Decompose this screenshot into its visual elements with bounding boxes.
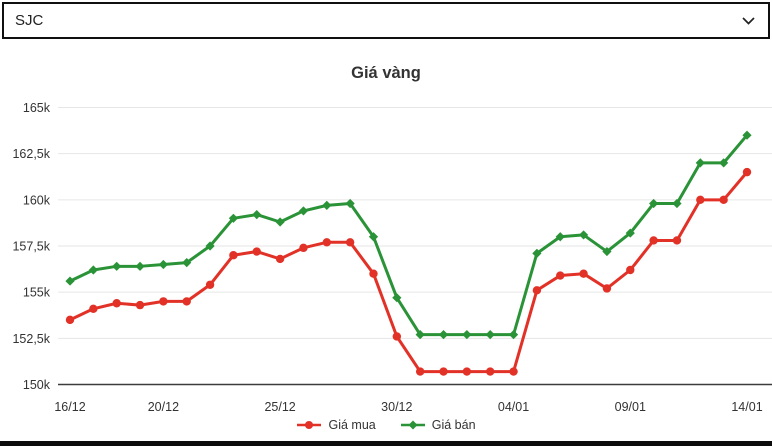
- data-point[interactable]: [298, 206, 309, 216]
- x-tick-label: 14/01: [731, 400, 762, 414]
- data-point[interactable]: [135, 300, 145, 310]
- data-point[interactable]: [275, 217, 285, 227]
- data-point[interactable]: [368, 232, 379, 242]
- plot-area: 150k 152,5k 155k 157,5k 160k 162,5k 165k 16/12 2…: [12, 101, 772, 414]
- data-point[interactable]: [205, 241, 215, 251]
- y-tick-label: 165k: [23, 101, 51, 115]
- legend-item-gia-mua[interactable]: Giá mua: [296, 418, 376, 432]
- x-tick-label: 04/01: [498, 400, 529, 414]
- circle-marker-icon: [297, 421, 322, 429]
- data-point[interactable]: [672, 236, 682, 245]
- data-point[interactable]: [88, 265, 98, 275]
- data-point[interactable]: [228, 213, 239, 223]
- data-point[interactable]: [696, 195, 705, 205]
- y-tick-label: 155k: [23, 286, 51, 300]
- gold-type-select-wrap: SJC: [2, 2, 770, 39]
- series-line: [68, 133, 749, 337]
- chart-legend: Giá mua Giá bán: [0, 418, 772, 432]
- data-point[interactable]: [392, 293, 402, 303]
- series-line: [68, 170, 749, 374]
- diamond-marker-icon: [400, 420, 425, 430]
- data-point[interactable]: [299, 243, 308, 253]
- data-point[interactable]: [65, 315, 75, 325]
- y-tick-label: 157,5k: [12, 240, 50, 254]
- data-point[interactable]: [392, 332, 402, 341]
- x-tick-label: 25/12: [264, 400, 295, 414]
- data-point[interactable]: [252, 210, 262, 220]
- y-axis-labels: 150k 152,5k 155k 157,5k 160k 162,5k 165k: [12, 101, 50, 392]
- y-tick-label: 152,5k: [12, 332, 50, 346]
- data-point[interactable]: [719, 195, 728, 205]
- data-point[interactable]: [112, 299, 121, 308]
- data-point[interactable]: [602, 284, 612, 293]
- gold-type-select[interactable]: SJC: [2, 2, 770, 39]
- legend-label: Giá bán: [431, 418, 476, 432]
- data-point[interactable]: [322, 200, 332, 210]
- legend-label: Giá mua: [328, 418, 376, 432]
- data-point[interactable]: [205, 280, 215, 289]
- data-point[interactable]: [532, 248, 542, 258]
- data-point[interactable]: [672, 198, 682, 209]
- data-point[interactable]: [65, 276, 75, 286]
- data-point[interactable]: [159, 297, 168, 306]
- bottom-bar: [0, 441, 772, 446]
- data-point[interactable]: [602, 246, 612, 257]
- y-tick-label: 150k: [23, 378, 51, 392]
- data-point[interactable]: [112, 261, 122, 271]
- data-point[interactable]: [182, 297, 191, 306]
- x-tick-label: 20/12: [148, 400, 179, 414]
- legend-item-gia-ban[interactable]: Giá bán: [400, 418, 476, 432]
- chart-title: Giá vàng: [351, 64, 421, 82]
- data-point[interactable]: [322, 238, 331, 247]
- series-gia-ban: [65, 130, 752, 340]
- data-point[interactable]: [742, 130, 752, 140]
- x-tick-label: 30/12: [381, 400, 412, 414]
- data-point[interactable]: [345, 238, 355, 247]
- y-tick-label: 162,5k: [12, 147, 50, 161]
- x-axis-labels: 16/12 20/12 25/12 30/12 04/01 09/01 14/01: [54, 400, 762, 414]
- y-tick-label: 160k: [23, 193, 51, 207]
- data-point[interactable]: [509, 367, 518, 376]
- data-point[interactable]: [462, 367, 472, 376]
- data-point[interactable]: [369, 269, 378, 278]
- data-point[interactable]: [252, 247, 261, 256]
- gold-price-chart: Giá vàng 150k 152,5k 155k 157,5k 160k 162,5k 1…: [0, 55, 772, 441]
- data-point[interactable]: [649, 198, 659, 209]
- gridlines: [58, 107, 772, 386]
- data-point[interactable]: [626, 265, 635, 275]
- data-point[interactable]: [742, 167, 752, 177]
- data-point[interactable]: [182, 258, 192, 268]
- x-tick-label: 16/12: [54, 400, 85, 414]
- data-point[interactable]: [556, 271, 565, 280]
- data-point[interactable]: [625, 228, 635, 238]
- data-point[interactable]: [579, 269, 588, 278]
- x-tick-label: 09/01: [615, 400, 646, 414]
- data-point[interactable]: [135, 261, 145, 271]
- data-point[interactable]: [555, 232, 565, 242]
- data-point[interactable]: [275, 254, 285, 264]
- data-point[interactable]: [532, 286, 542, 295]
- series-gia-mua: [65, 167, 752, 376]
- data-point[interactable]: [649, 236, 658, 245]
- data-point[interactable]: [415, 367, 425, 376]
- data-point[interactable]: [486, 367, 495, 376]
- data-point[interactable]: [719, 158, 729, 168]
- data-point[interactable]: [89, 304, 98, 313]
- data-point[interactable]: [229, 251, 238, 260]
- data-point[interactable]: [508, 330, 519, 340]
- data-point[interactable]: [345, 198, 355, 209]
- data-point[interactable]: [158, 259, 168, 270]
- data-point[interactable]: [578, 230, 589, 240]
- data-point[interactable]: [695, 158, 705, 168]
- data-point[interactable]: [439, 367, 448, 376]
